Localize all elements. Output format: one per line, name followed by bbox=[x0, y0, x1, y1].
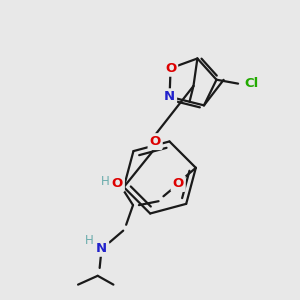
Text: Cl: Cl bbox=[245, 77, 259, 90]
Text: O: O bbox=[112, 177, 123, 190]
Text: O: O bbox=[149, 135, 161, 148]
Text: N: N bbox=[96, 242, 107, 255]
Text: O: O bbox=[165, 62, 176, 75]
Text: H: H bbox=[85, 234, 93, 247]
Text: H: H bbox=[101, 175, 110, 188]
Text: O: O bbox=[172, 177, 184, 190]
Text: N: N bbox=[164, 90, 175, 103]
